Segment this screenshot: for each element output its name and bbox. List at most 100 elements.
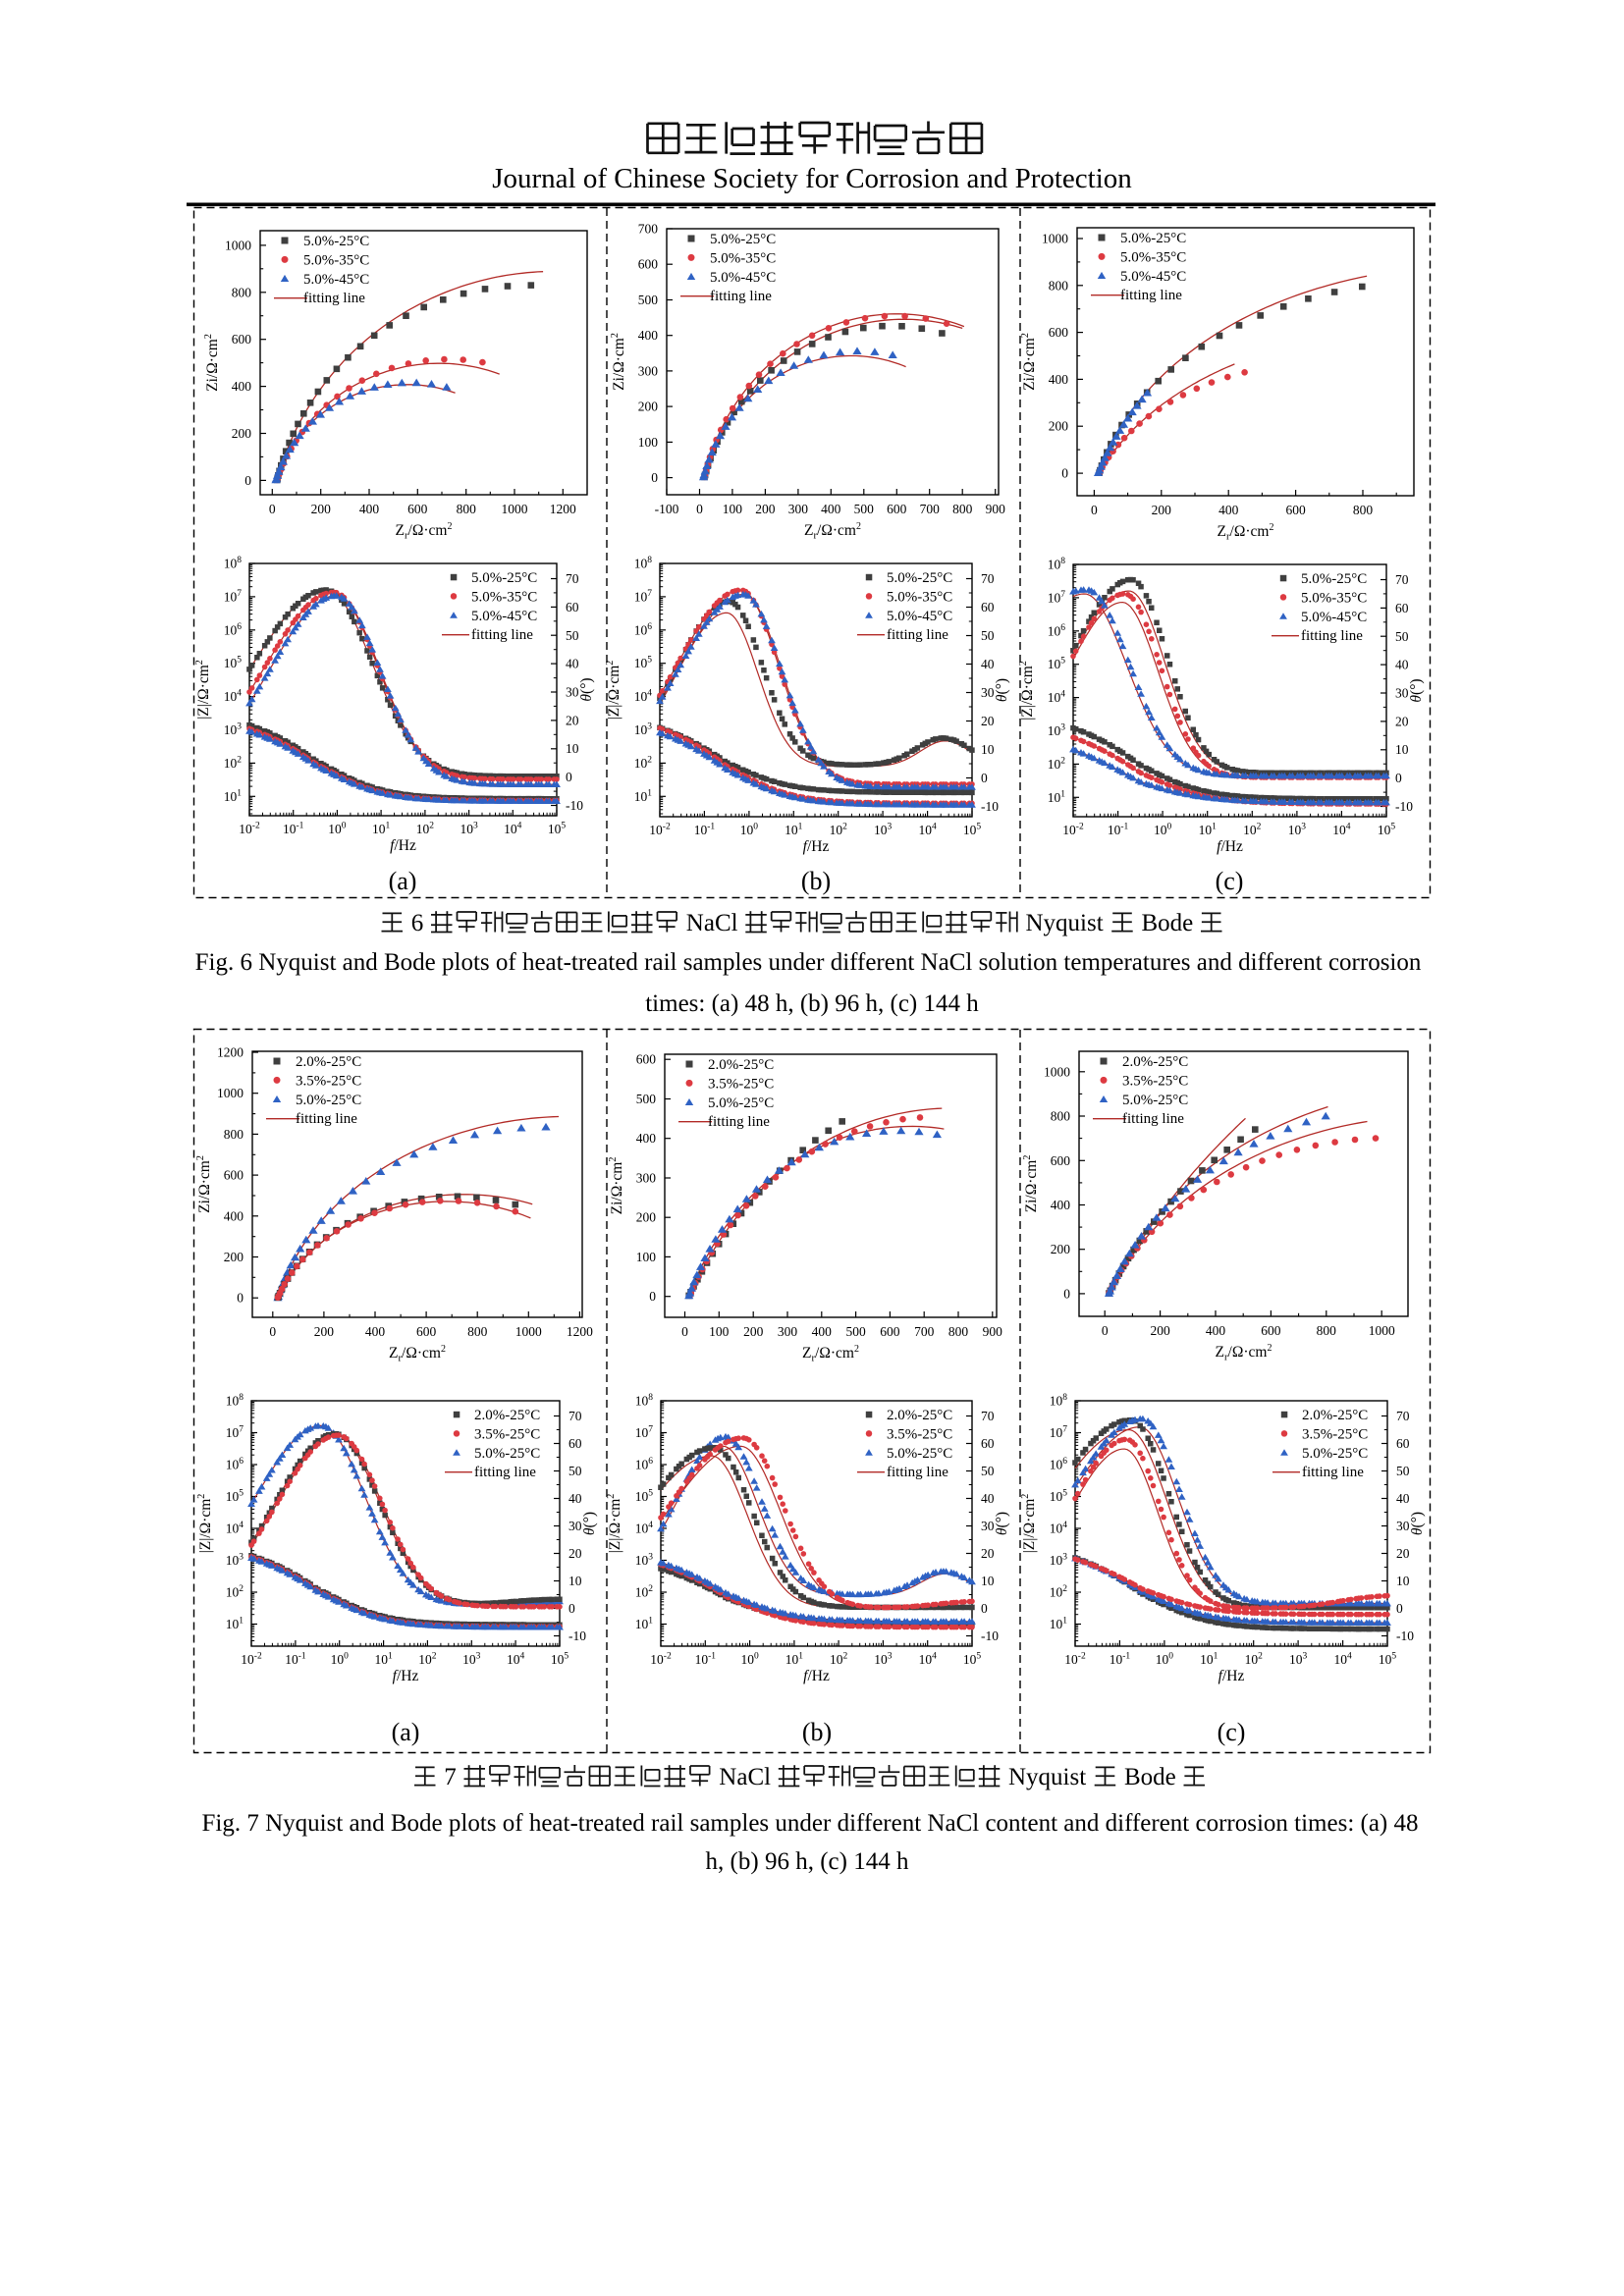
svg-text:400: 400 [812,1324,833,1339]
svg-text:0: 0 [568,1601,575,1616]
svg-text:600: 600 [1285,503,1306,517]
svg-text:0: 0 [244,473,251,488]
svg-text:200: 200 [311,502,332,516]
svg-text:NaCl: NaCl [686,910,738,936]
svg-text:fitting line: fitting line [710,289,772,304]
svg-text:5.0%-25°C: 5.0%-25°C [710,232,776,247]
svg-text:800: 800 [1051,1109,1071,1124]
svg-text:700: 700 [920,502,941,516]
svg-text:10: 10 [981,742,995,757]
svg-text:200: 200 [636,1210,657,1225]
svg-text:900: 900 [986,502,1006,516]
svg-text:Zr/Ω·cm2: Zr/Ω·cm2 [804,521,861,542]
svg-text:5.0%-25°C: 5.0%-25°C [887,1446,952,1462]
svg-text:5.0%-45°C: 5.0%-45°C [710,270,776,286]
svg-text:70: 70 [981,571,995,586]
svg-text:0: 0 [681,1324,688,1339]
svg-text:-10: -10 [1395,799,1413,814]
svg-text:0: 0 [1396,1601,1403,1616]
svg-text:100: 100 [709,1324,730,1339]
svg-text:5.0%-25°C: 5.0%-25°C [471,570,537,586]
svg-text:70: 70 [981,1409,995,1423]
svg-text:40: 40 [566,657,579,671]
svg-text:20: 20 [1396,1546,1410,1561]
svg-text:30: 30 [1395,686,1409,701]
svg-text:100: 100 [723,502,743,516]
svg-text:Zi/Ω·cm2: Zi/Ω·cm2 [610,333,627,391]
svg-text:(c): (c) [1218,1718,1246,1746]
svg-text:0: 0 [269,502,276,516]
svg-text:40: 40 [981,657,995,671]
svg-text:1000: 1000 [225,238,251,252]
svg-text:20: 20 [981,714,995,728]
svg-text:|Z|/Ω·cm2: |Z|/Ω·cm2 [605,661,623,721]
svg-text:-10: -10 [568,1629,586,1643]
svg-text:30: 30 [568,1519,582,1533]
svg-text:70: 70 [1396,1409,1410,1423]
svg-text:400: 400 [365,1324,386,1339]
svg-text:700: 700 [914,1324,935,1339]
svg-text:0: 0 [1061,466,1068,481]
svg-text:(b): (b) [801,867,831,895]
svg-text:Zr/Ω·cm2: Zr/Ω·cm2 [1218,522,1274,543]
svg-text:Bode: Bode [1142,910,1194,936]
svg-text:0: 0 [1091,503,1098,517]
svg-text:-10: -10 [566,798,583,813]
svg-text:200: 200 [1051,1242,1071,1256]
svg-text:5.0%-45°C: 5.0%-45°C [887,609,952,624]
svg-text:f/Hz: f/Hz [390,837,416,854]
svg-text:40: 40 [1396,1491,1410,1506]
svg-text:f/Hz: f/Hz [803,838,830,855]
svg-text:40: 40 [1395,658,1409,672]
svg-text:5.0%-35°C: 5.0%-35°C [887,589,952,605]
svg-text:600: 600 [1261,1323,1281,1338]
svg-text:5.0%-25°C: 5.0%-25°C [708,1095,774,1111]
svg-text:800: 800 [948,1324,969,1339]
svg-text:5.0%-45°C: 5.0%-45°C [303,272,369,288]
svg-text:Zi/Ω·cm2: Zi/Ω·cm2 [195,1155,213,1213]
svg-text:20: 20 [566,713,579,727]
svg-text:3.5%-25°C: 3.5%-25°C [1302,1426,1368,1442]
svg-text:70: 70 [1395,572,1409,587]
svg-text:f/Hz: f/Hz [803,1668,830,1684]
svg-text:500: 500 [854,502,875,516]
svg-text:500: 500 [845,1324,866,1339]
svg-text:40: 40 [981,1491,995,1506]
svg-text:20: 20 [1395,714,1409,728]
svg-text:1200: 1200 [217,1045,244,1060]
svg-text:400: 400 [1206,1323,1226,1338]
svg-text:1000: 1000 [1044,1064,1070,1079]
svg-text:f/Hz: f/Hz [393,1668,419,1684]
svg-text:3.5%-25°C: 3.5%-25°C [474,1426,540,1442]
svg-text:30: 30 [1396,1519,1410,1533]
svg-text:5.0%-25°C: 5.0%-25°C [887,570,952,586]
svg-text:|Z|/Ω·cm2: |Z|/Ω·cm2 [194,660,212,720]
svg-text:50: 50 [981,1464,995,1478]
svg-text:|Z|/Ω·cm2: |Z|/Ω·cm2 [1020,1494,1038,1554]
svg-text:900: 900 [983,1324,1003,1339]
svg-text:1200: 1200 [550,502,576,516]
svg-text:Zi/Ω·cm2: Zi/Ω·cm2 [1022,1155,1040,1213]
svg-text:600: 600 [416,1324,437,1339]
svg-text:0: 0 [269,1324,276,1339]
svg-text:3.5%-25°C: 3.5%-25°C [1122,1073,1188,1089]
svg-text:5.0%-35°C: 5.0%-35°C [303,252,369,268]
svg-text:Fig. 7 Nyquist and Bode plots: Fig. 7 Nyquist and Bode plots of heat-tr… [201,1810,1418,1837]
svg-text:400: 400 [232,379,252,394]
svg-text:1000: 1000 [515,1324,542,1339]
svg-text:800: 800 [1317,1323,1337,1338]
svg-text:fitting line: fitting line [1122,1111,1184,1127]
svg-text:Zr/Ω·cm2: Zr/Ω·cm2 [802,1344,859,1364]
svg-text:(c): (c) [1216,867,1244,895]
svg-text:5.0%-25°C: 5.0%-25°C [1120,231,1186,246]
svg-text:400: 400 [1051,1198,1071,1212]
svg-text:(b): (b) [802,1718,832,1746]
svg-text:0: 0 [651,470,658,485]
svg-text:70: 70 [568,1409,582,1423]
svg-text:fitting line: fitting line [887,1465,948,1480]
svg-text:60: 60 [981,600,995,614]
svg-text:0: 0 [1102,1323,1109,1338]
svg-text:600: 600 [232,332,252,347]
svg-text:2.0%-25°C: 2.0%-25°C [1302,1408,1368,1423]
svg-text:60: 60 [566,600,579,614]
